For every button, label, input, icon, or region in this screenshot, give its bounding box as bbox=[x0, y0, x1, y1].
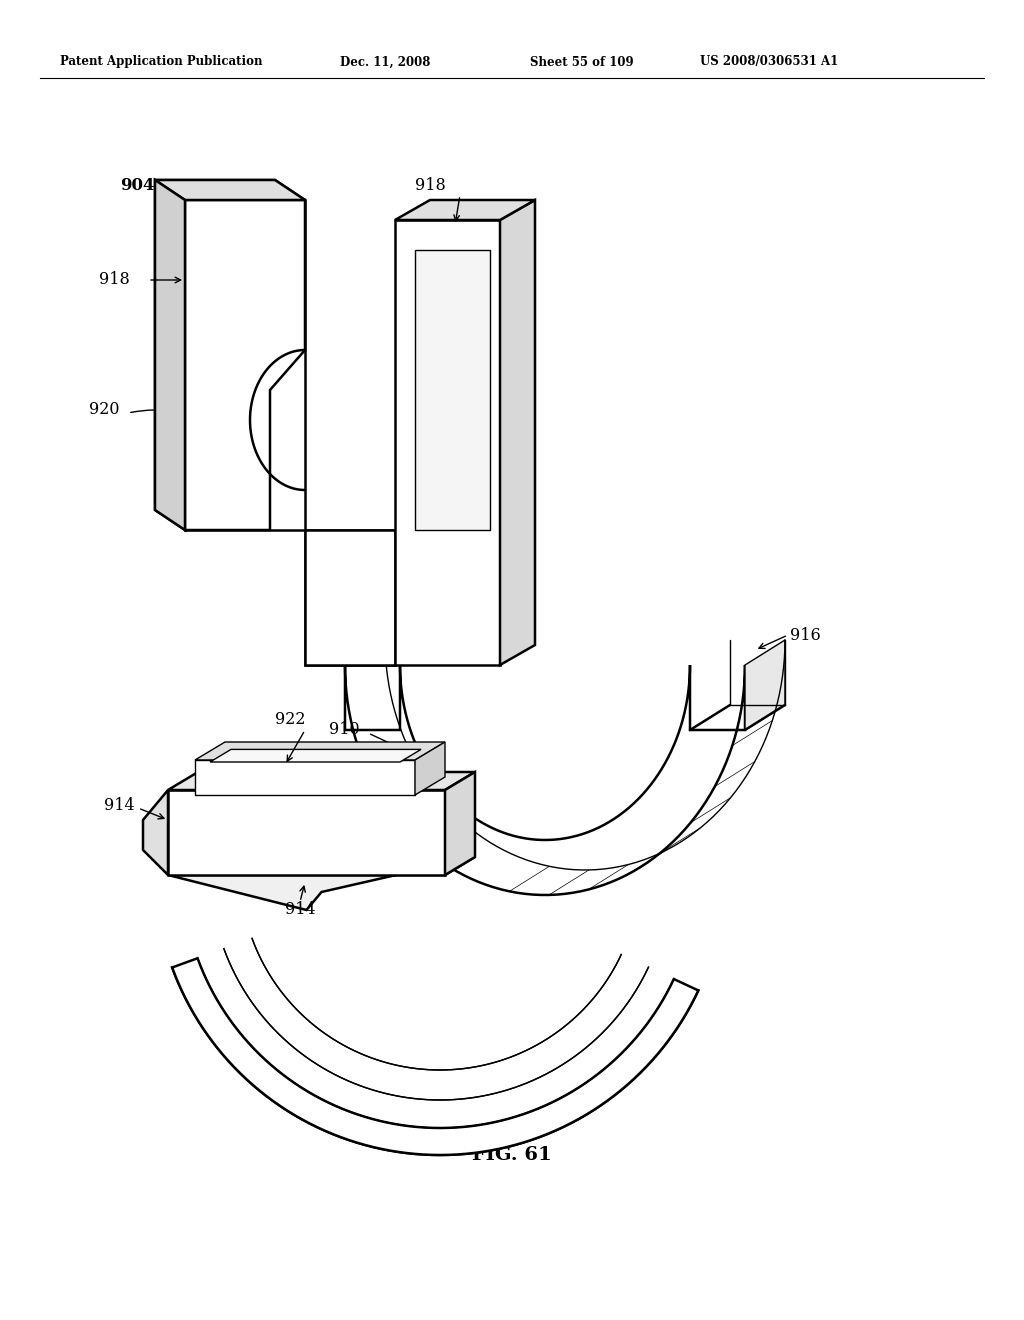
Polygon shape bbox=[195, 760, 415, 795]
Text: 914: 914 bbox=[285, 902, 315, 919]
Polygon shape bbox=[305, 531, 395, 665]
Text: 918: 918 bbox=[99, 272, 130, 289]
Polygon shape bbox=[415, 742, 445, 795]
Polygon shape bbox=[395, 220, 500, 665]
Text: 914: 914 bbox=[104, 796, 135, 813]
Text: FIG. 61: FIG. 61 bbox=[472, 1146, 552, 1164]
Polygon shape bbox=[415, 249, 490, 531]
Text: 918: 918 bbox=[415, 177, 445, 194]
Polygon shape bbox=[155, 180, 305, 201]
Polygon shape bbox=[155, 180, 185, 531]
Polygon shape bbox=[168, 857, 475, 909]
Polygon shape bbox=[395, 201, 535, 220]
Polygon shape bbox=[155, 180, 185, 531]
Text: Dec. 11, 2008: Dec. 11, 2008 bbox=[340, 55, 430, 69]
Polygon shape bbox=[345, 665, 745, 895]
Polygon shape bbox=[143, 789, 168, 875]
Polygon shape bbox=[172, 958, 698, 1155]
Polygon shape bbox=[445, 772, 475, 875]
Polygon shape bbox=[168, 789, 445, 875]
Polygon shape bbox=[185, 201, 305, 531]
Polygon shape bbox=[155, 180, 305, 201]
Polygon shape bbox=[745, 640, 785, 730]
Polygon shape bbox=[210, 750, 421, 762]
Text: 910: 910 bbox=[330, 722, 360, 738]
Text: Patent Application Publication: Patent Application Publication bbox=[60, 55, 262, 69]
Polygon shape bbox=[168, 772, 475, 789]
Text: 922: 922 bbox=[274, 711, 305, 729]
Polygon shape bbox=[185, 201, 305, 531]
Text: US 2008/0306531 A1: US 2008/0306531 A1 bbox=[700, 55, 839, 69]
Text: 904: 904 bbox=[121, 177, 155, 194]
Polygon shape bbox=[195, 742, 445, 760]
Text: Sheet 55 of 109: Sheet 55 of 109 bbox=[530, 55, 634, 69]
Text: 920: 920 bbox=[89, 401, 120, 418]
Polygon shape bbox=[305, 531, 395, 665]
Text: 916: 916 bbox=[790, 627, 821, 644]
Polygon shape bbox=[500, 201, 535, 665]
